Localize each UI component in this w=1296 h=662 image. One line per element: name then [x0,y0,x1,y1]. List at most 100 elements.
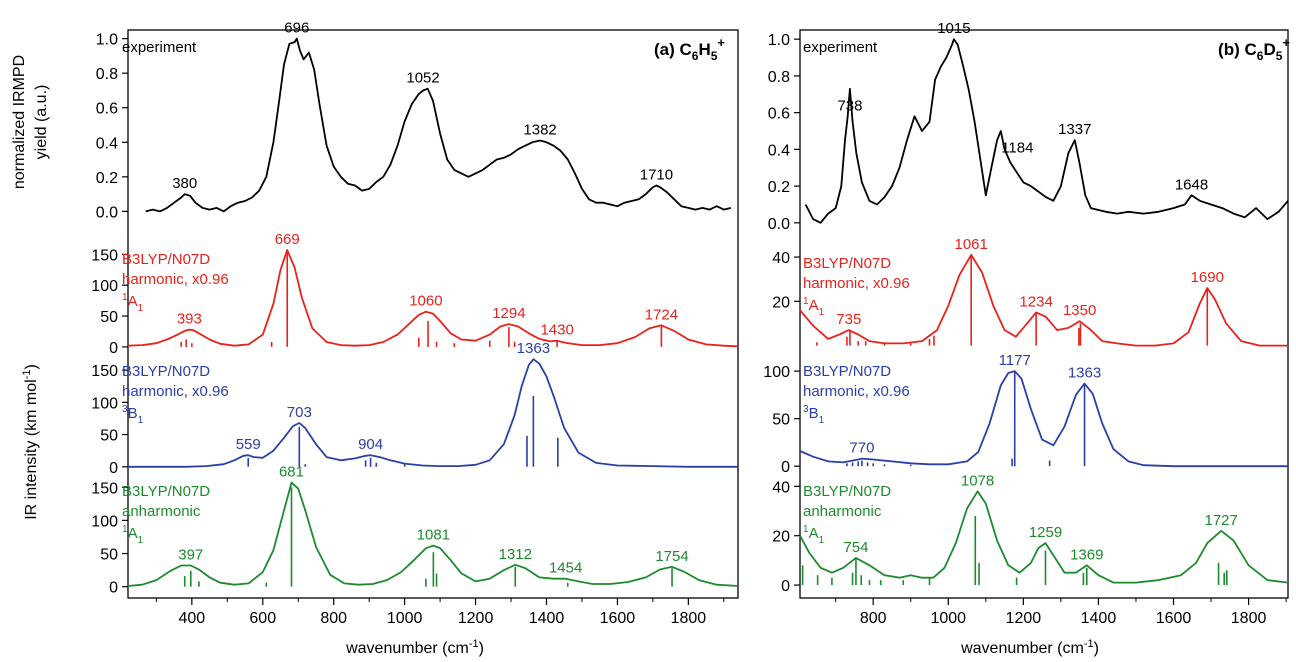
method-label: experiment [803,39,878,56]
subplot-h1: 0 50 100 150 393 669 1060 1294 1430 1724 B3LYP/N07… [91,231,739,357]
method-label: B3LYP/N07D [122,363,210,380]
state-sup: 3 [803,404,809,415]
state-sub: 1 [138,535,144,546]
xlabel-panel-b-sup: -1 [1084,638,1094,650]
state-main: A [128,525,138,542]
state-sup: 1 [122,292,128,303]
peak-label: 1369 [1070,546,1103,563]
subplot-an: 0 20 40 754 1078 1259 1369 1727 B3LYP/N07D anharm… [772,472,1289,595]
y-tick-label: 1.0 [768,32,790,49]
peak-label: 735 [836,311,861,328]
state-label: 1A1 [803,524,825,546]
panel-title-part: (b) C [1218,40,1257,59]
state-sup: 3 [122,404,128,415]
subplot-h3: 0 50 100 150 559 703 904 1363 B3LYP/N07D harmonic… [91,340,738,477]
spectrum-line [799,370,1288,468]
state-sub: 1 [819,307,825,318]
x-tick-label: 1400 [529,610,565,627]
panel-title-part: 5 [711,49,718,63]
x-tick-label: 1400 [1081,610,1117,627]
plot-frame [127,29,739,599]
x-tick-label: 600 [249,610,276,627]
y-tick-label: 20 [772,529,790,546]
spectrum-line [799,254,1288,347]
panel-title: (b) C6D5+ [1218,35,1290,63]
peak-label: 703 [287,404,312,421]
peak-label: 1312 [499,546,532,563]
peak-label: 1690 [1191,269,1224,286]
state-main: A [809,525,819,542]
y-tick-label: 150 [91,480,118,497]
state-main: B [809,405,819,422]
method-label: harmonic, x0.96 [122,383,229,400]
peak-label: 738 [837,97,862,114]
peak-label: 1052 [406,70,439,87]
method-label: harmonic, x0.96 [803,383,910,400]
spectrum-line [804,38,1289,224]
y-tick-label: 0.8 [768,69,790,86]
method-label: B3LYP/N07D [803,483,891,500]
xlabel-panel-a-close: ) [479,640,484,657]
spectrum-line [127,249,739,348]
state-label: 3B1 [122,404,144,426]
ylabel-ir-intensity-sup: -1 [21,370,33,380]
y-tick-label: 0.6 [96,101,118,118]
y-tick-label: 0.8 [96,66,118,83]
y-tick-label: 50 [772,412,790,429]
y-tick-label: 50 [100,428,118,445]
y-tick-label: 20 [772,294,790,311]
x-tick-label: 1000 [387,610,423,627]
peak-label: 1234 [1019,293,1052,310]
state-main: A [128,293,138,310]
xlabel-panel-b-main: wavenumber (cm [960,640,1084,657]
peak-label: 754 [843,539,868,556]
x-tick-label: 1600 [1156,610,1192,627]
y-tick-label: 1.0 [96,32,118,49]
peak-label: 1350 [1063,302,1096,319]
peak-label: 669 [275,231,300,248]
state-sub: 1 [819,535,825,546]
y-tick-label: 100 [91,395,118,412]
peak-label: 1724 [645,306,678,323]
method-label: harmonic, x0.96 [803,275,910,292]
peak-label: 380 [172,175,197,192]
state-sup: 1 [122,524,128,535]
plot-frame [799,29,1289,599]
y-tick-label: 0 [109,580,118,597]
x-tick-label: 1000 [930,610,966,627]
y-tick-label: 50 [100,547,118,564]
y-tick-label: 40 [772,479,790,496]
y-tick-label: 0 [781,459,790,476]
panel-b: 800 1000 1200 1400 1600 1800(b) C6D5+0.00.20.… [763,20,1290,627]
subplot-exp: 0.0 0.2 0.4 0.6 0.8 1.0 380 696 1052 1382 1710 expe… [96,20,732,221]
y-tick-label: 0.6 [768,106,790,123]
y-tick-label: 0.4 [96,135,118,152]
panel-title-part: 6 [1257,49,1264,63]
panel-title-part: + [1282,35,1290,50]
peak-label: 1363 [517,340,550,357]
state-label: 1A1 [122,292,144,314]
y-tick-label: 0 [781,578,790,595]
panel-a: 400 600 800 1000 1200 1400 1600 1800(a) C6H5+0.… [91,20,739,627]
method-label: experiment [122,39,197,56]
y-tick-label: 50 [100,309,118,326]
spectrum-line [128,358,738,468]
peak-label: 1060 [409,293,442,310]
method-label: anharmonic [122,503,201,520]
peak-label: 904 [358,436,383,453]
x-tick-label: 1800 [671,610,707,627]
y-tick-label: 0.4 [768,142,790,159]
subplot-exp: 0.0 0.2 0.4 0.6 0.8 1.0 738 1015 1184 1337 1648 exp… [768,20,1289,233]
y-tick-label: 100 [763,364,790,381]
panel-title-part: H [698,40,710,59]
state-main: A [809,297,819,314]
peak-label: 1337 [1058,121,1091,138]
x-tick-label: 400 [178,610,205,627]
ylabel-experiment-line1: normalized IRMPD [11,55,28,189]
peak-label: 1710 [640,166,673,183]
peak-label: 1430 [540,322,573,339]
peak-label: 1363 [1068,364,1101,381]
peak-label: 559 [236,436,261,453]
state-sub: 1 [138,415,144,426]
